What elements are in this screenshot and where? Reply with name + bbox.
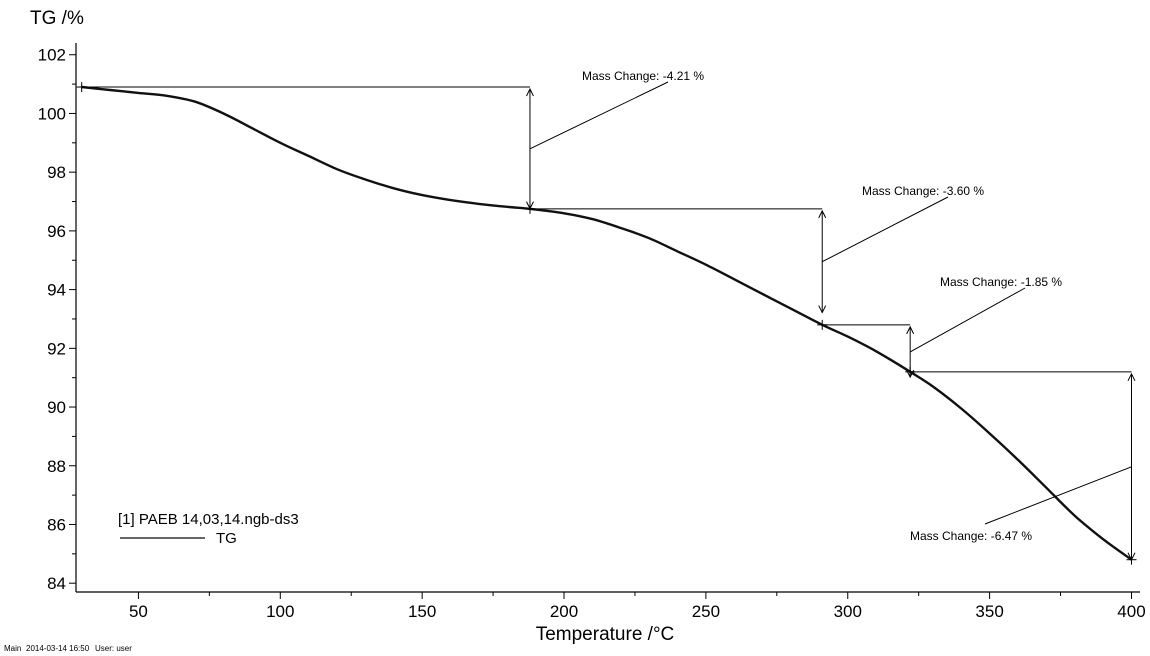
step-arrow-up-3 xyxy=(906,325,915,335)
y-tick-label-88: 88 xyxy=(47,457,66,476)
step-arrow-down-2 xyxy=(818,305,827,314)
y-tick-label-100: 100 xyxy=(38,104,66,123)
step-leader-4 xyxy=(984,466,1132,525)
step-arrow-up-2 xyxy=(818,209,827,219)
x-axis-title: Temperature /°C xyxy=(536,624,675,645)
step-leader-1 xyxy=(529,81,669,150)
legend-title: [1] PAEB 14,03,14.ngb-ds3 xyxy=(118,511,299,528)
x-tick-label-250: 250 xyxy=(692,602,720,621)
step-arrow-up-4 xyxy=(1127,372,1136,382)
series-line-tg xyxy=(81,85,1133,561)
y-tick-label-86: 86 xyxy=(47,515,66,534)
y-axis-title: TG /% xyxy=(30,8,84,29)
y-tick-label-94: 94 xyxy=(47,281,66,300)
step-arrow-down-3 xyxy=(906,369,915,379)
y-tick-label-102: 102 xyxy=(38,46,66,65)
axes xyxy=(75,43,1140,593)
x-tick-label-150: 150 xyxy=(408,602,436,621)
x-tick-label-350: 350 xyxy=(975,602,1003,621)
ticks: 84 86 88 90 92 94 96 98 100 102 50 100 150 200 250 300 3… xyxy=(38,46,1146,621)
mass-change-label-1: Mass Change: -4.21 % xyxy=(582,69,704,83)
legend: [1] PAEB 14,03,14.ngb-ds3 TG xyxy=(118,511,299,547)
y-tick-label-90: 90 xyxy=(47,398,66,417)
y-tick-label-92: 92 xyxy=(47,339,66,358)
annotations: Mass Change: -4.21 % Mass Change: -3.60 %… xyxy=(76,69,1137,565)
footer: Main 2014-03-14 16:50 User: user xyxy=(4,644,132,653)
mass-change-label-4: Mass Change: -6.47 % xyxy=(910,529,1032,543)
mass-change-label-2: Mass Change: -3.60 % xyxy=(862,184,984,198)
step-leader-3 xyxy=(909,287,1026,353)
y-tick-label-98: 98 xyxy=(47,163,66,182)
x-tick-label-50: 50 xyxy=(129,602,148,621)
x-tick-label-200: 200 xyxy=(550,602,578,621)
series xyxy=(81,85,1133,561)
footer-segment: Main xyxy=(4,644,21,653)
y-tick-label-84: 84 xyxy=(47,574,66,593)
y-tick-label-96: 96 xyxy=(47,222,66,241)
x-tick-label-300: 300 xyxy=(834,602,862,621)
step-arrow-up-1 xyxy=(526,87,534,97)
x-tick-label-100: 100 xyxy=(266,602,294,621)
footer-datetime: 2014-03-14 16:50 xyxy=(26,644,90,653)
x-tick-label-400: 400 xyxy=(1117,602,1145,621)
footer-user: User: user xyxy=(95,644,132,653)
step-leader-2 xyxy=(821,196,949,263)
mass-change-label-3: Mass Change: -1.85 % xyxy=(940,275,1062,289)
legend-entry-tg: TG xyxy=(216,530,237,547)
